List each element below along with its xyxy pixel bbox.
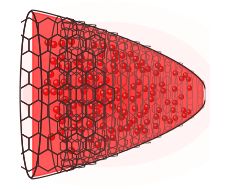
Circle shape [102,97,104,99]
Circle shape [87,59,94,66]
Circle shape [48,72,51,74]
Circle shape [161,89,163,91]
Circle shape [89,104,92,106]
Circle shape [118,127,120,129]
Circle shape [173,101,174,103]
Circle shape [54,81,57,83]
Circle shape [58,40,65,47]
Circle shape [112,68,118,74]
Circle shape [186,86,191,91]
Circle shape [144,104,149,110]
Circle shape [186,110,188,112]
Circle shape [108,90,110,92]
Circle shape [50,88,57,95]
Circle shape [141,109,147,115]
Circle shape [113,69,115,71]
Circle shape [186,77,188,79]
Circle shape [109,45,115,51]
Circle shape [104,78,106,80]
Circle shape [94,95,97,97]
Circle shape [101,68,107,74]
Circle shape [62,136,69,143]
Circle shape [79,56,82,59]
Circle shape [55,63,61,70]
Circle shape [161,116,167,121]
Circle shape [87,73,93,80]
Circle shape [149,97,151,99]
Circle shape [53,106,60,113]
Circle shape [145,105,147,107]
Circle shape [142,86,147,92]
Circle shape [130,84,136,89]
Circle shape [54,107,57,110]
Circle shape [110,62,116,68]
Circle shape [187,87,189,88]
Circle shape [173,116,175,118]
Circle shape [94,108,100,114]
Circle shape [142,110,144,112]
Circle shape [172,116,177,121]
Circle shape [86,121,92,127]
Circle shape [95,109,97,112]
Circle shape [94,141,100,148]
Circle shape [182,114,184,115]
Circle shape [66,110,73,117]
Circle shape [150,84,155,89]
Circle shape [173,71,175,73]
Circle shape [59,41,62,44]
Circle shape [61,79,67,86]
Circle shape [131,118,137,123]
Circle shape [85,67,88,70]
Circle shape [98,60,100,63]
Circle shape [101,114,104,116]
Circle shape [112,57,115,59]
Circle shape [49,134,52,137]
Circle shape [98,82,104,88]
Circle shape [134,63,140,69]
Circle shape [153,114,158,119]
Circle shape [182,73,187,77]
Circle shape [158,82,164,87]
Circle shape [77,64,83,71]
Circle shape [51,59,54,61]
Circle shape [126,120,132,126]
Circle shape [154,63,160,68]
Circle shape [119,115,122,117]
Circle shape [135,92,140,98]
Circle shape [68,38,75,45]
Circle shape [150,91,152,94]
Circle shape [123,125,129,131]
Circle shape [136,80,138,82]
Circle shape [56,64,58,67]
Circle shape [124,126,126,128]
Circle shape [126,67,128,69]
Circle shape [135,129,137,132]
Circle shape [91,42,97,48]
Circle shape [139,67,145,73]
Circle shape [89,114,92,116]
Circle shape [100,43,106,49]
Circle shape [119,53,125,58]
Circle shape [93,94,99,100]
Circle shape [99,52,102,54]
Circle shape [45,39,52,46]
Circle shape [132,56,138,62]
Circle shape [183,74,185,75]
Circle shape [59,55,61,58]
Circle shape [63,97,65,100]
Circle shape [58,54,65,61]
Circle shape [51,42,54,45]
Ellipse shape [64,67,148,122]
Circle shape [146,67,148,69]
Circle shape [132,119,134,121]
Circle shape [115,95,121,101]
Circle shape [94,76,96,78]
Circle shape [120,63,126,69]
Circle shape [84,81,87,83]
Circle shape [149,91,155,96]
Circle shape [98,102,100,104]
Circle shape [75,60,77,63]
Circle shape [75,117,81,123]
Circle shape [71,103,74,106]
